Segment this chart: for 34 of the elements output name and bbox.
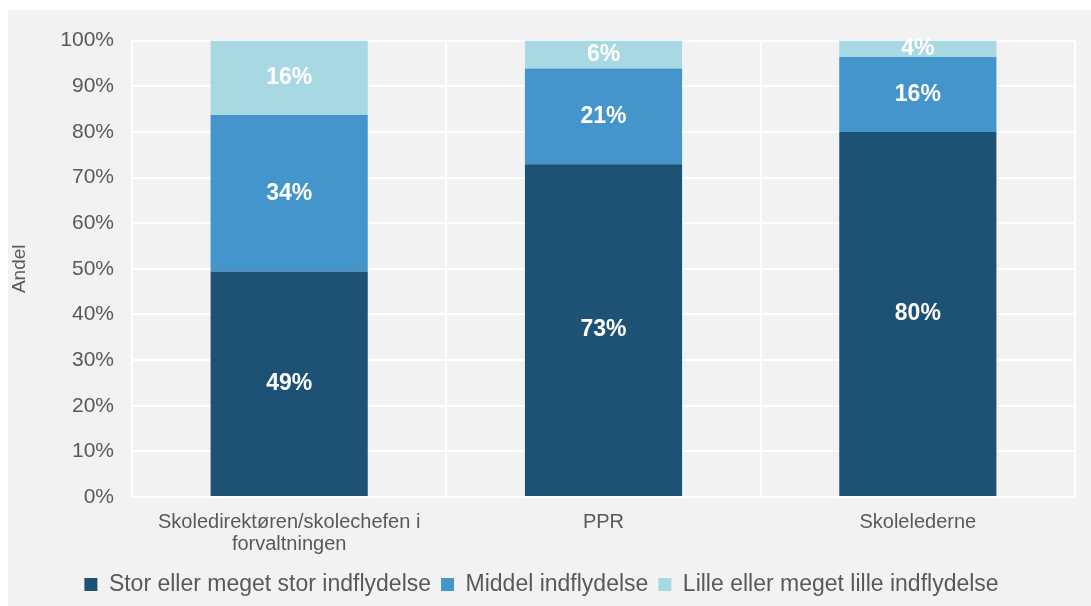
bar — [524, 68, 683, 165]
bar — [839, 131, 997, 496]
legend-label: Stor eller meget stor indflydelse — [108, 569, 432, 596]
data-label: 34% — [266, 178, 313, 205]
y-tick-label: 80% — [71, 118, 114, 142]
data-label: 16% — [894, 79, 941, 106]
y-tick-label: 90% — [71, 73, 114, 97]
data-label: 4% — [901, 34, 935, 61]
data-label: 6% — [586, 39, 621, 66]
bar — [839, 57, 997, 132]
bar — [210, 114, 368, 272]
data-label: 16% — [266, 63, 313, 90]
bar — [210, 271, 368, 496]
legend-label: Lille eller meget lille indflydelse — [682, 569, 999, 596]
bar — [524, 164, 683, 496]
x-tick-label: Skoledirektøren/skolechefen i forvaltningen — [157, 509, 421, 554]
x-tick-label: PPR — [582, 509, 625, 532]
y-axis-title: Andel — [7, 244, 29, 294]
legend-label: Middel indflydelse — [465, 569, 649, 596]
data-label: 49% — [266, 369, 313, 396]
y-tick-label: 20% — [71, 392, 114, 416]
y-tick-label: 40% — [71, 301, 114, 325]
data-label: 21% — [580, 101, 627, 128]
y-tick-label: 70% — [71, 164, 114, 188]
bar — [210, 40, 368, 115]
y-tick-label: 100% — [60, 27, 114, 51]
y-tick-label: 60% — [71, 209, 114, 233]
y-tick-label: 0% — [83, 483, 114, 507]
y-tick-label: 10% — [71, 438, 114, 462]
data-label: 80% — [894, 299, 941, 326]
x-tick-label: Skolelederne — [859, 509, 977, 532]
y-tick-label: 50% — [71, 255, 114, 279]
y-tick-label: 30% — [71, 346, 114, 370]
data-label: 73% — [580, 315, 627, 342]
